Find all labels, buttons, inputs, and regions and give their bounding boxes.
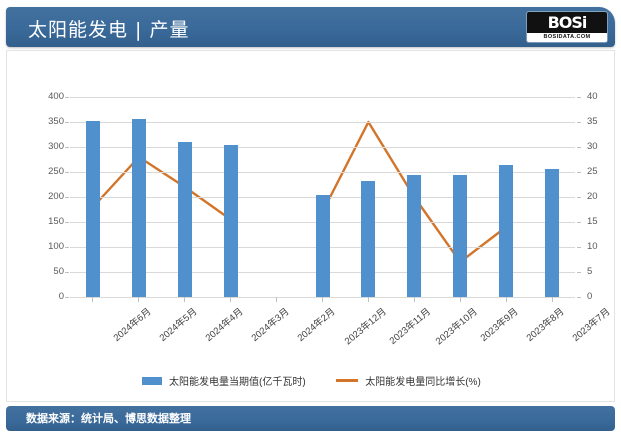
legend-bar-swatch-icon [142, 376, 163, 385]
x-axis-tick-label: 2023年7月 [570, 306, 613, 344]
x-axis-tickmark [184, 297, 186, 302]
chart-legend: 太阳能发电量当期值(亿千瓦时) 太阳能发电量同比增长(%) [7, 373, 616, 388]
y-axis-right-tick-label: 5 [587, 266, 593, 277]
bosi-logo: BOSi BOSIDATA.COM [527, 12, 607, 42]
x-axis-tick-label: 2024年2月 [295, 306, 337, 344]
y-axis-left-tickmark [65, 122, 69, 123]
y-axis-right-tickmark [577, 122, 581, 123]
gridline [70, 122, 575, 123]
y-axis-right-tickmark [577, 172, 581, 173]
bar[interactable] [85, 121, 100, 297]
y-axis-left-tickmark [65, 222, 69, 223]
y-axis-left-tickmark [65, 147, 69, 148]
page-title: 太阳能发电 | 产量 [28, 19, 190, 41]
y-axis-right-tickmark [577, 222, 581, 223]
x-axis-tick-label: 2023年8月 [524, 306, 567, 344]
legend-item-line[interactable]: 太阳能发电量同比增长(%) [336, 373, 481, 388]
y-axis-left-tickmark [65, 197, 69, 198]
y-axis-right-tickmark [577, 297, 581, 298]
growth-line[interactable] [91, 155, 232, 221]
x-axis-tick-label: 2023年12月 [342, 306, 389, 348]
y-axis-right-tick-label: 20 [587, 191, 598, 202]
y-axis-left-tick-label: 150 [48, 216, 64, 227]
y-axis-right-tickmark [577, 147, 581, 148]
x-axis-tickmark [551, 297, 553, 302]
logo-sub-text: BOSIDATA.COM [527, 33, 607, 42]
x-axis-tick-label: 2024年6月 [111, 306, 154, 344]
y-axis-left-tick-label: 50 [53, 266, 64, 277]
y-axis-left-tickmark [65, 172, 69, 173]
bar[interactable] [315, 194, 330, 297]
x-axis-tickmark [92, 297, 94, 302]
legend-label-bar: 太阳能发电量当期值(亿千瓦时) [168, 377, 306, 388]
x-axis-tick-label: 2024年3月 [249, 306, 292, 344]
legend-item-bar[interactable]: 太阳能发电量当期值(亿千瓦时) [142, 373, 306, 388]
x-axis-tickmark [367, 297, 369, 302]
bar[interactable] [499, 164, 514, 297]
x-axis-tickmark [230, 297, 232, 302]
y-axis-right-tick-label: 40 [587, 91, 598, 102]
x-axis-tickmark [459, 297, 461, 302]
y-axis-left-tick-label: 100 [48, 241, 64, 252]
y-axis-right-tick-label: 15 [587, 216, 598, 227]
y-axis-right-tickmark [577, 97, 581, 98]
bar[interactable] [545, 169, 560, 297]
x-axis-tickmark [413, 297, 415, 302]
x-axis-tick-label: 2023年10月 [434, 306, 481, 348]
y-axis-left-tickmark [65, 247, 69, 248]
bar[interactable] [407, 175, 422, 297]
x-axis-tickmark [138, 297, 140, 302]
y-axis-left-tick-label: 200 [48, 191, 64, 202]
y-axis-right-tickmark [577, 247, 581, 248]
gridline [70, 147, 575, 148]
y-axis-left-tick-label: 0 [58, 291, 64, 302]
y-axis-left-tick-label: 400 [48, 91, 64, 102]
bar[interactable] [177, 142, 192, 297]
x-axis-tickmark [276, 297, 278, 302]
y-axis-right-tick-label: 10 [587, 241, 598, 252]
y-axis-right-tickmark [577, 272, 581, 273]
y-axis-right-tickmark [577, 197, 581, 198]
gridline [70, 172, 575, 173]
logo-main-text: BOSi [527, 12, 607, 33]
y-axis-left-tickmark [65, 297, 69, 298]
bar[interactable] [453, 174, 468, 297]
y-axis-left-tickmark [65, 272, 69, 273]
y-axis-left-tickmark [65, 97, 69, 98]
page-header: 太阳能发电 | 产量 BOSi BOSIDATA.COM [6, 7, 615, 47]
bar[interactable] [131, 118, 146, 297]
x-axis-tick-label: 2024年4月 [203, 306, 246, 344]
plot-area [70, 97, 575, 298]
legend-label-line: 太阳能发电量同比增长(%) [365, 377, 481, 388]
x-axis-tick-label: 2023年11月 [388, 306, 434, 347]
legend-line-swatch-icon [336, 379, 359, 382]
y-axis-left-tick-label: 250 [48, 166, 64, 177]
y-axis-right-tick-label: 0 [587, 291, 593, 302]
data-source-text: 数据来源：统计局、博思数据整理 [26, 412, 191, 425]
x-axis-tickmark [322, 297, 323, 302]
x-axis-tick-label: 2024年5月 [157, 306, 200, 344]
y-axis-right-tick-label: 35 [587, 116, 598, 127]
gridline [70, 97, 575, 98]
x-axis-tickmark [505, 297, 507, 302]
y-axis-left-tick-label: 350 [48, 116, 64, 127]
page-footer: 数据来源：统计局、博思数据整理 [6, 406, 615, 431]
y-axis-right-tick-label: 25 [587, 166, 598, 177]
y-axis-left-tick-label: 300 [48, 141, 64, 152]
bar[interactable] [223, 144, 238, 297]
bar[interactable] [361, 181, 376, 297]
y-axis-right-tick-label: 30 [587, 141, 598, 152]
x-axis-tick-label: 2023年9月 [478, 306, 521, 344]
chart-panel: 0 50 100 150 200 250 300 350 400 0 5 10 15 20 25 30 35 4… [6, 50, 615, 402]
